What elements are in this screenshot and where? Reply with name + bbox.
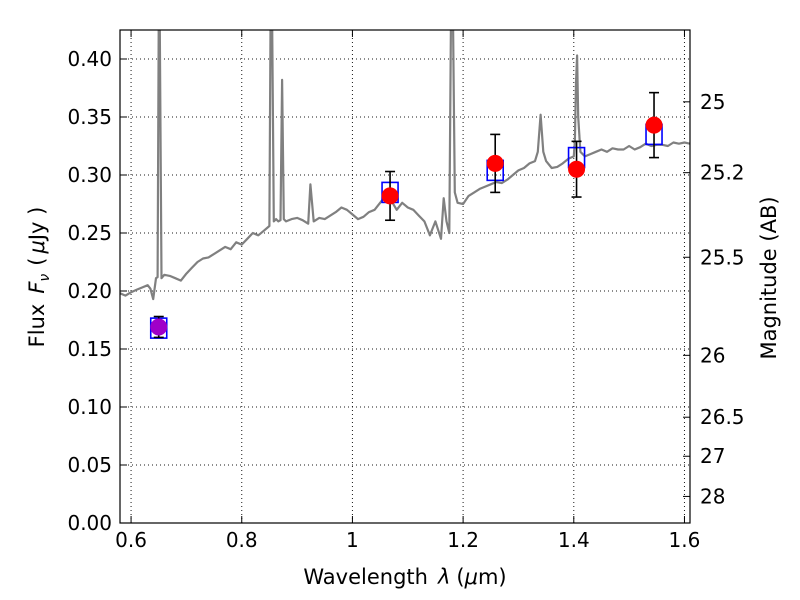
observed-photometry-point (568, 160, 586, 178)
y-tick-label: 0.20 (67, 279, 112, 303)
y2-tick-label: 25.5 (700, 245, 745, 269)
y-tick-label: 0.00 (67, 511, 112, 535)
x-axis-label: Wavelength λ (μm) (303, 565, 506, 589)
observed-photometry-point (381, 187, 399, 205)
plot-frame (119, 29, 691, 524)
sed-model-line (120, 30, 690, 301)
y2-tick-label: 26.5 (700, 405, 745, 429)
observed-photometry-point (645, 116, 663, 134)
x-tick-label: 1.6 (669, 528, 701, 552)
x-tick-label: 0.8 (226, 528, 258, 552)
x-tick-label: 1 (346, 528, 359, 552)
data-layer (120, 30, 690, 339)
x-tick-label: 1.4 (558, 528, 590, 552)
y2-tick-label: 28 (700, 484, 725, 508)
observed-photometry-point (150, 318, 168, 336)
y-tick-label: 0.15 (67, 337, 112, 361)
y2-axis-label: Magnitude (AB) (757, 196, 781, 359)
y-tick-label: 0.40 (67, 47, 112, 71)
x-tick-label: 0.6 (115, 528, 147, 552)
y-tick-label: 0.35 (67, 105, 112, 129)
y-tick-label: 0.05 (67, 453, 112, 477)
y-tick-label: 0.25 (67, 221, 112, 245)
y2-tick-label: 25.2 (700, 161, 745, 185)
axes-ticks: 0.6 0.8 1 1.2 1.4 1.6 0.00 0.05 0.10 0.15 0.20 0.25… (67, 30, 745, 552)
y2-tick-label: 27 (700, 444, 725, 468)
y-tick-label: 0.30 (67, 163, 112, 187)
grid-lines (120, 30, 690, 524)
y-tick-label: 0.10 (67, 395, 112, 419)
y2-tick-label: 26 (700, 343, 725, 367)
x-tick-label: 1.2 (447, 528, 479, 552)
y2-tick-label: 25 (700, 90, 725, 114)
observed-photometry-point (486, 154, 504, 172)
y-axis-label: FluxFν(μJy ) (25, 207, 53, 348)
